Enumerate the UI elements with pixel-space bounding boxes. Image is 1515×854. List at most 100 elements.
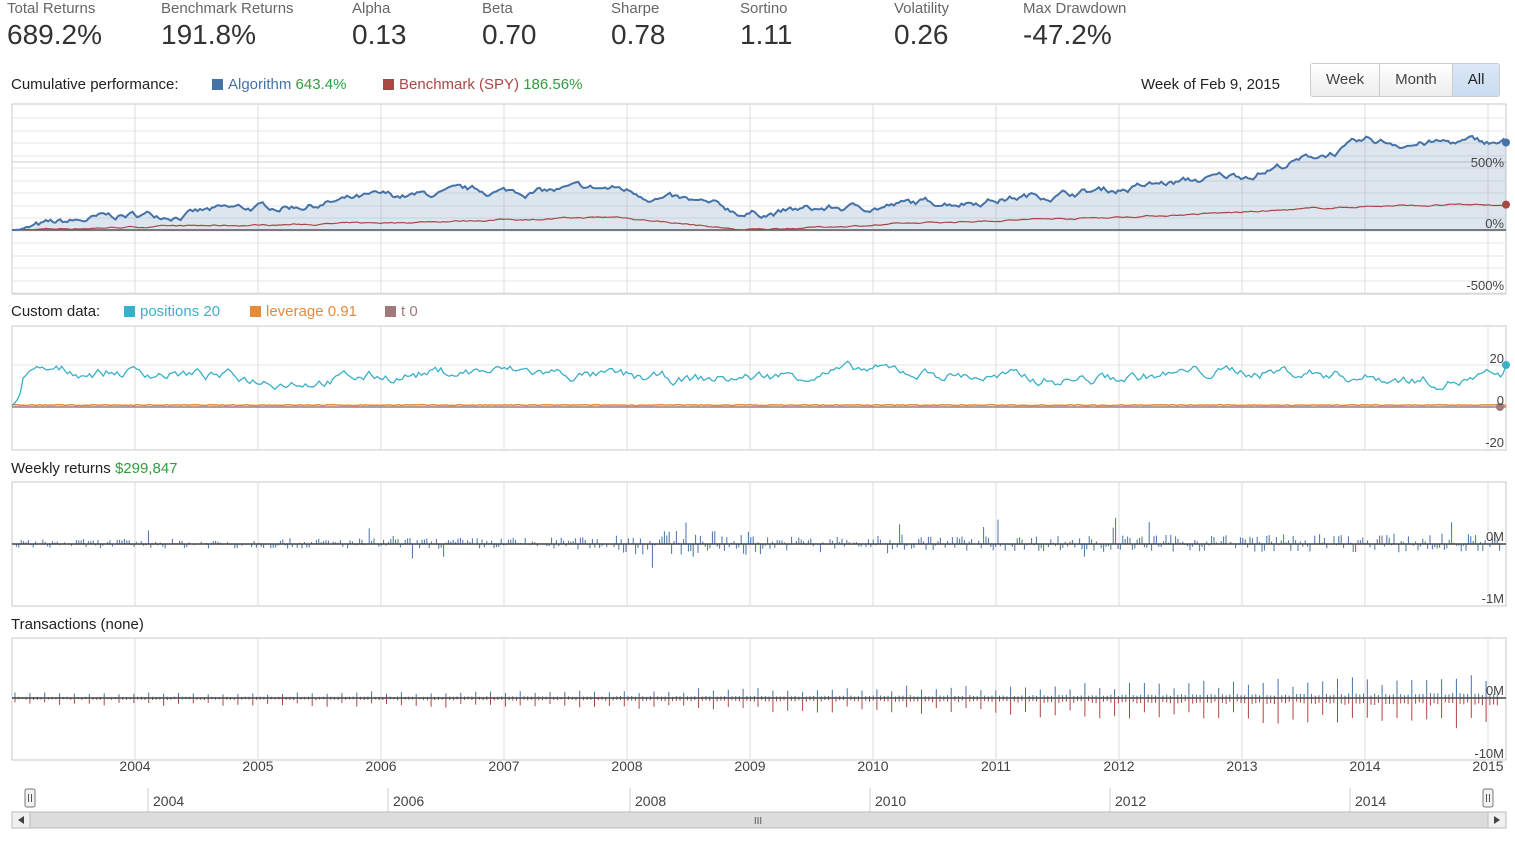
legend-positions-label: positions [140,303,200,320]
y-tick-label: 0% [1485,216,1504,231]
x-tick-label: 2004 [119,758,150,774]
stat-label: Sortino [740,0,788,17]
navigator-right-handle[interactable] [1482,788,1494,808]
custom-data-chart[interactable]: 20 0 -20 [11,325,1510,451]
stat-value: 191.8% [161,19,256,50]
t-swatch [385,306,396,317]
navigator-year-label: 2004 [153,793,184,809]
y-tick-label: 0M [1486,529,1504,544]
legend-algorithm[interactable]: Algorithm 643.4% [212,76,346,93]
leverage-series-line [11,403,1507,407]
y-tick-label: -500% [1466,278,1504,293]
stat-label: Beta [482,0,513,17]
legend-t-label: t [401,303,406,320]
benchmark-swatch [383,79,394,90]
navigator-year-label: 2006 [393,793,424,809]
x-axis: 2004 2005 2006 2007 2008 2009 2010 2011 2012 2013… [119,758,1503,774]
legend-benchmark-value: 186.56% [523,76,583,93]
navigator-year-label: 2014 [1355,793,1386,809]
algorithm-area [12,136,1506,230]
navigator-year-label: 2010 [875,793,906,809]
chevron-right-icon [1494,816,1500,824]
legend-leverage-value: 0.91 [327,303,357,320]
weekly-returns-label: Weekly returns [11,460,111,477]
algorithm-series-line [12,134,1507,231]
stat-label: Benchmark Returns [161,0,294,17]
navigator[interactable]: 2004 2006 2008 2010 2012 2014 III [11,788,1507,829]
weekly-returns-chart[interactable]: 0M -1M [11,481,1507,607]
leverage-swatch [250,306,261,317]
positions-end-point [1502,361,1510,369]
stat-beta: Beta 0.70 [482,0,537,52]
legend-benchmark[interactable]: Benchmark (SPY) 186.56% [383,76,582,93]
positions-series-line [11,360,1507,407]
chevron-left-icon [18,816,24,824]
range-all-button[interactable]: All [1452,64,1500,96]
legend-t-value: 0 [409,303,418,320]
legend-algorithm-value: 643.4% [295,76,347,93]
stat-label: Volatility [894,0,950,17]
cumulative-title: Cumulative performance: [11,76,179,93]
legend-positions[interactable]: positions 20 [124,303,220,320]
x-tick-label: 2005 [242,758,273,774]
stat-value: 0.78 [611,19,666,50]
stat-benchmark-returns: Benchmark Returns 191.8% [161,0,294,52]
transactions-title: Transactions (none) [11,616,144,633]
y-tick-label: -10M [1474,746,1504,761]
x-tick-label: 2008 [611,758,642,774]
navigator-left-handle[interactable] [24,788,36,808]
legend-benchmark-label: Benchmark (SPY) [399,76,520,93]
legend-t[interactable]: t 0 [385,303,418,320]
scrollbar-grip: III [754,816,762,827]
stat-value: -47.2% [1023,19,1112,50]
stat-label: Alpha [352,0,391,17]
x-tick-label: 2015 [1472,758,1503,774]
stat-max-drawdown: Max Drawdown -47.2% [1023,0,1126,52]
range-selector: Week Month All [1310,63,1501,97]
cumulative-chart[interactable]: 500% 0% -500% [11,103,1510,295]
stat-label: Max Drawdown [1023,0,1127,17]
y-tick-label: -1M [1482,591,1504,606]
stat-value: 0.26 [894,19,949,50]
x-tick-label: 2011 [981,758,1011,774]
stat-sharpe: Sharpe 0.78 [611,0,666,52]
stat-label: Sharpe [611,0,660,17]
x-tick-label: 2012 [1103,758,1134,774]
x-tick-label: 2007 [488,758,519,774]
stat-sortino: Sortino 1.11 [740,0,792,52]
stat-value: 0.13 [352,19,407,50]
algorithm-end-point [1502,138,1510,147]
y-tick-label: 0M [1486,683,1504,698]
x-tick-label: 2009 [734,758,765,774]
positions-swatch [124,306,135,317]
stat-value: 1.11 [740,19,793,50]
benchmark-end-point [1502,200,1510,209]
chart-plot-area [11,325,1507,451]
algorithm-swatch [212,79,223,90]
navigator-year-label: 2012 [1115,793,1146,809]
weekly-returns-value: $299,847 [114,460,178,477]
x-tick-label: 2006 [365,758,396,774]
legend-leverage[interactable]: leverage 0.91 [250,303,357,320]
transactions-chart[interactable]: 0M -10M [11,637,1507,761]
range-week-button[interactable]: Week [1311,64,1381,96]
y-tick-label: 20 [1490,351,1504,366]
weekly-returns-title: Weekly returns $299,847 [11,460,178,477]
stat-alpha: Alpha 0.13 [352,0,407,52]
legend-algorithm-label: Algorithm [228,76,292,93]
stat-value: 689.2% [7,19,102,50]
range-month-button[interactable]: Month [1380,64,1453,96]
chart-plot-area [11,637,1507,761]
stat-total-returns: Total Returns 689.2% [7,0,102,52]
stat-label: Total Returns [7,0,96,17]
x-tick-label: 2014 [1349,758,1380,774]
legend-positions-value: 20 [203,303,221,320]
chart-plot-area [11,103,1507,295]
stat-value: 0.70 [482,19,537,50]
navigator-year-label: 2008 [635,793,666,809]
y-tick-label: 0 [1497,393,1504,408]
benchmark-series-line [11,203,1507,231]
summary-stats: Total Returns 689.2% Benchmark Returns 191… [0,0,1515,60]
week-label: Week of Feb 9, 2015 [1141,76,1280,93]
stat-volatility: Volatility 0.26 [894,0,949,52]
